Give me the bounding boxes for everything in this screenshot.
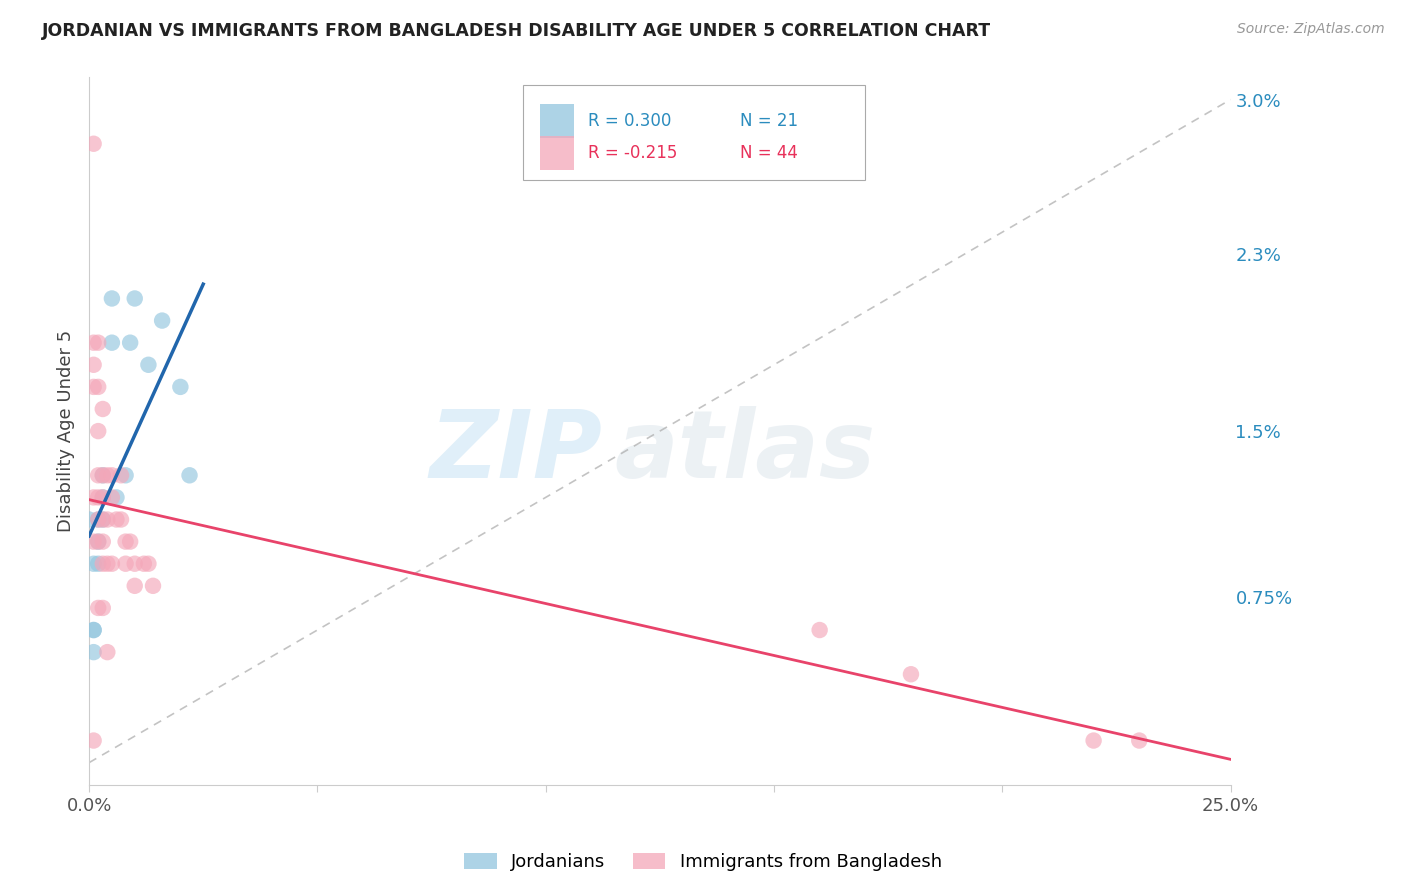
- Point: [91, 491, 114, 505]
- Point: [91, 468, 114, 483]
- Text: N = 44: N = 44: [740, 145, 797, 162]
- Point: [96, 645, 118, 659]
- Point: [83, 358, 105, 372]
- Point: [91, 402, 114, 417]
- Point: [83, 623, 105, 637]
- Point: [83, 645, 105, 659]
- Point: [101, 557, 124, 571]
- Point: [83, 623, 105, 637]
- Point: [83, 335, 105, 350]
- Point: [101, 335, 124, 350]
- Point: [91, 601, 114, 615]
- Point: [91, 512, 114, 526]
- Point: [114, 468, 136, 483]
- Point: [120, 534, 142, 549]
- Legend: Jordanians, Immigrants from Bangladesh: Jordanians, Immigrants from Bangladesh: [457, 846, 949, 879]
- Point: [87, 512, 110, 526]
- Point: [114, 534, 136, 549]
- Point: [87, 534, 110, 549]
- Point: [105, 491, 128, 505]
- Point: [87, 424, 110, 438]
- Text: ZIP: ZIP: [430, 407, 603, 499]
- Text: R = 0.300: R = 0.300: [588, 112, 671, 130]
- Point: [83, 380, 105, 394]
- Point: [114, 557, 136, 571]
- Point: [87, 335, 110, 350]
- Point: [91, 468, 114, 483]
- Point: [150, 313, 173, 327]
- Point: [101, 292, 124, 306]
- Point: [124, 579, 146, 593]
- Point: [87, 491, 110, 505]
- Point: [142, 579, 165, 593]
- Point: [124, 292, 146, 306]
- Point: [132, 557, 155, 571]
- Text: R = -0.215: R = -0.215: [588, 145, 678, 162]
- Text: Source: ZipAtlas.com: Source: ZipAtlas.com: [1237, 22, 1385, 37]
- Point: [87, 557, 110, 571]
- Point: [1128, 733, 1150, 747]
- Point: [1083, 733, 1105, 747]
- Point: [96, 468, 118, 483]
- Point: [110, 468, 132, 483]
- Point: [83, 557, 105, 571]
- Point: [91, 512, 114, 526]
- Point: [179, 468, 201, 483]
- Point: [91, 491, 114, 505]
- Point: [87, 512, 110, 526]
- Point: [101, 468, 124, 483]
- Point: [138, 358, 160, 372]
- Point: [169, 380, 191, 394]
- Point: [87, 468, 110, 483]
- Point: [120, 335, 142, 350]
- Point: [96, 512, 118, 526]
- Text: JORDANIAN VS IMMIGRANTS FROM BANGLADESH DISABILITY AGE UNDER 5 CORRELATION CHART: JORDANIAN VS IMMIGRANTS FROM BANGLADESH …: [42, 22, 991, 40]
- Point: [87, 380, 110, 394]
- Point: [808, 623, 831, 637]
- Point: [91, 534, 114, 549]
- Point: [110, 512, 132, 526]
- Point: [124, 557, 146, 571]
- Point: [83, 491, 105, 505]
- Point: [91, 557, 114, 571]
- Point: [138, 557, 160, 571]
- Point: [105, 512, 128, 526]
- Point: [83, 733, 105, 747]
- Point: [96, 557, 118, 571]
- Bar: [540, 103, 574, 137]
- Y-axis label: Disability Age Under 5: Disability Age Under 5: [58, 330, 75, 533]
- Point: [83, 534, 105, 549]
- Text: atlas: atlas: [614, 407, 876, 499]
- Point: [83, 136, 105, 151]
- Point: [87, 534, 110, 549]
- Point: [87, 601, 110, 615]
- FancyBboxPatch shape: [523, 85, 865, 180]
- Point: [77, 512, 100, 526]
- Point: [101, 491, 124, 505]
- Text: N = 21: N = 21: [740, 112, 797, 130]
- Bar: [540, 136, 574, 170]
- Point: [900, 667, 922, 681]
